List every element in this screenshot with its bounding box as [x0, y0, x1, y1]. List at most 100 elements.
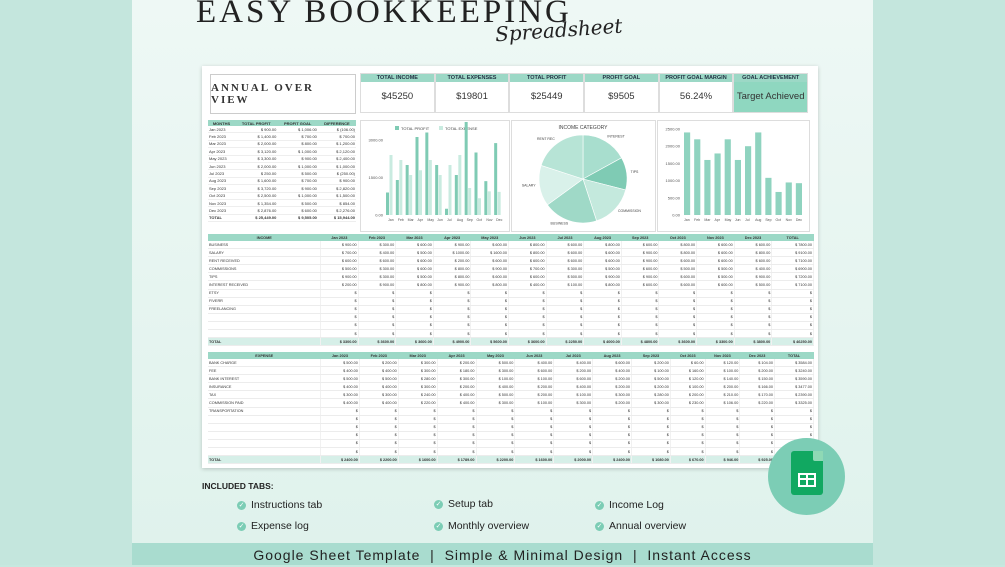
table-cell: $ 200.00: [553, 366, 594, 376]
table-cell: $: [508, 289, 547, 298]
profit-expense-chart: TOTAL PROFIT TOTAL EXPENSE 0.00 1500.00 3000…: [360, 120, 510, 232]
table-cell: $ 600.00: [546, 256, 585, 266]
column-header: TOTAL PROFIT: [235, 120, 278, 126]
table-cell: $ 900.00: [320, 272, 359, 282]
check-icon: ✓: [237, 521, 246, 531]
profit-expense-chart-svg: TOTAL PROFIT TOTAL EXPENSE 0.00 1500.00 3000…: [369, 122, 503, 222]
table-cell: $ 600.00: [358, 256, 397, 266]
kpi-value: $45250: [381, 91, 414, 102]
table-row: Aug 2023 $ 1,600.00 $ 700.00 $ 900.00: [208, 177, 356, 186]
included-tab-item: ✓ Monthly overview: [434, 520, 529, 532]
table-cell: $: [771, 289, 814, 298]
table-cell: $ 160.00: [670, 366, 706, 376]
x-tick-label: Nov: [486, 218, 492, 222]
table-cell: $ 7100.00: [771, 256, 814, 266]
table-cell: $ 854.00: [317, 199, 356, 208]
table-cell: $ 946.00: [705, 455, 741, 465]
x-tick-label: Feb: [398, 218, 404, 222]
income-category-chart: INCOME CATEGORY INTEREST TIPS COMMISSION BUS…: [511, 120, 656, 232]
column-header: Sep 2023: [631, 352, 671, 359]
table-cell: $: [437, 447, 477, 457]
table-cell: $ 600.00: [734, 256, 773, 266]
table-cell: $ 1600.00: [514, 455, 555, 465]
table-cell: $ 300.00: [553, 398, 594, 408]
table-cell: $ 500.00: [320, 359, 360, 368]
table-cell: $ 100.00: [631, 366, 671, 376]
table-cell: $: [398, 407, 438, 416]
column-header: May 2023: [470, 234, 509, 241]
x-tick-label: Jun: [437, 218, 443, 222]
table-cell: $ 2,820.00: [317, 184, 356, 193]
x-tick-label: Sep: [467, 218, 473, 222]
table-header-row: INCOME Jan 2023 Feb 2023 Mar 2023 Apr 2023 Ma…: [208, 234, 814, 241]
table-cell: $: [621, 289, 660, 298]
table-cell: $ 1,000.00: [317, 162, 356, 171]
table-cell: $: [470, 313, 510, 322]
table-cell: $: [476, 439, 516, 449]
y-tick-label: 3000.00: [369, 138, 384, 143]
table-cell: $ 500.00: [546, 272, 585, 282]
column-header: Nov 2023: [705, 352, 740, 359]
table-cell: $: [739, 439, 776, 449]
table-cell: $ 600.00: [658, 272, 698, 282]
table-cell: $: [395, 289, 434, 298]
table-cell: $: [771, 321, 814, 331]
table-cell: $: [514, 407, 555, 416]
row-label: SALARY: [208, 248, 321, 258]
table-cell: Oct 2023: [208, 192, 236, 200]
table-cell: $: [705, 407, 741, 416]
table-cell: $: [320, 407, 360, 416]
table-cell: $: [359, 415, 399, 424]
table-cell: $ 3300.00: [320, 337, 359, 347]
table-cell: $: [592, 439, 632, 449]
table-cell: $ 15,944.00: [317, 213, 356, 223]
table-cell: $: [670, 431, 706, 440]
kpi-label: PROFIT GOAL MARGIN: [659, 74, 733, 82]
table-cell: $: [631, 431, 671, 440]
table-cell: $ 1600.00: [470, 248, 510, 258]
column-header: Jan 2023: [320, 234, 359, 241]
table-cell: $ 180.00: [437, 366, 477, 376]
table-cell: $ 300.00: [359, 390, 399, 400]
income-table: INCOME Jan 2023 Feb 2023 Mar 2023 Apr 2023 Ma…: [208, 234, 814, 347]
table-cell: $ 5600.00: [470, 337, 510, 347]
table-cell: $ 600.00: [658, 280, 698, 290]
row-label: [208, 439, 321, 449]
table-cell: $: [696, 321, 735, 331]
pie-label: TIPS: [631, 170, 639, 174]
table-row: INTEREST RECEIVED $ 200.00 $ 900.00 $ 800.0…: [208, 280, 814, 290]
row-label: ETSY: [208, 289, 321, 298]
table-cell: $ 3300.00: [696, 337, 735, 347]
table-cell: $ 2,000.00: [235, 162, 278, 171]
table-cell: $ 1,500.00: [317, 192, 356, 200]
pie-label: INTEREST: [607, 135, 625, 139]
column-header: Feb 2023: [358, 234, 396, 241]
column-header: Mar 2023: [395, 234, 434, 241]
table-cell: $ 900.00: [235, 126, 278, 134]
table-cell: $: [546, 289, 585, 298]
table-row: Jan 2023 $ 900.00 $ 1,006.00 $ (106.00): [208, 126, 356, 134]
table-cell: $: [437, 407, 477, 416]
table-cell: $ 220.00: [398, 398, 438, 408]
column-header: Sep 2023: [621, 234, 659, 241]
table-cell: $ 600.00: [621, 264, 660, 274]
table-cell: $ 7100.00: [771, 280, 814, 290]
table-cell: $: [631, 407, 671, 416]
table-cell: $: [398, 431, 438, 440]
bar: [438, 175, 442, 215]
bar: [497, 191, 501, 215]
table-cell: $ 800.00: [508, 248, 547, 258]
table-cell: $ 700.00: [320, 248, 359, 258]
table-cell: $ 1,354.00: [235, 199, 278, 208]
table-cell: $ (250.00): [317, 169, 356, 178]
table-cell: $: [395, 329, 434, 339]
table-cell: $: [631, 447, 671, 457]
table-cell: $ 100.00: [670, 382, 706, 392]
table-cell: $: [739, 431, 776, 440]
table-cell: $ 500.00: [696, 264, 735, 274]
table-cell: $ 3800.00: [734, 337, 773, 347]
bar: [734, 159, 741, 215]
column-header: Apr 2023: [437, 352, 476, 359]
table-cell: $: [508, 321, 547, 331]
google-sheets-icon: [791, 451, 823, 495]
